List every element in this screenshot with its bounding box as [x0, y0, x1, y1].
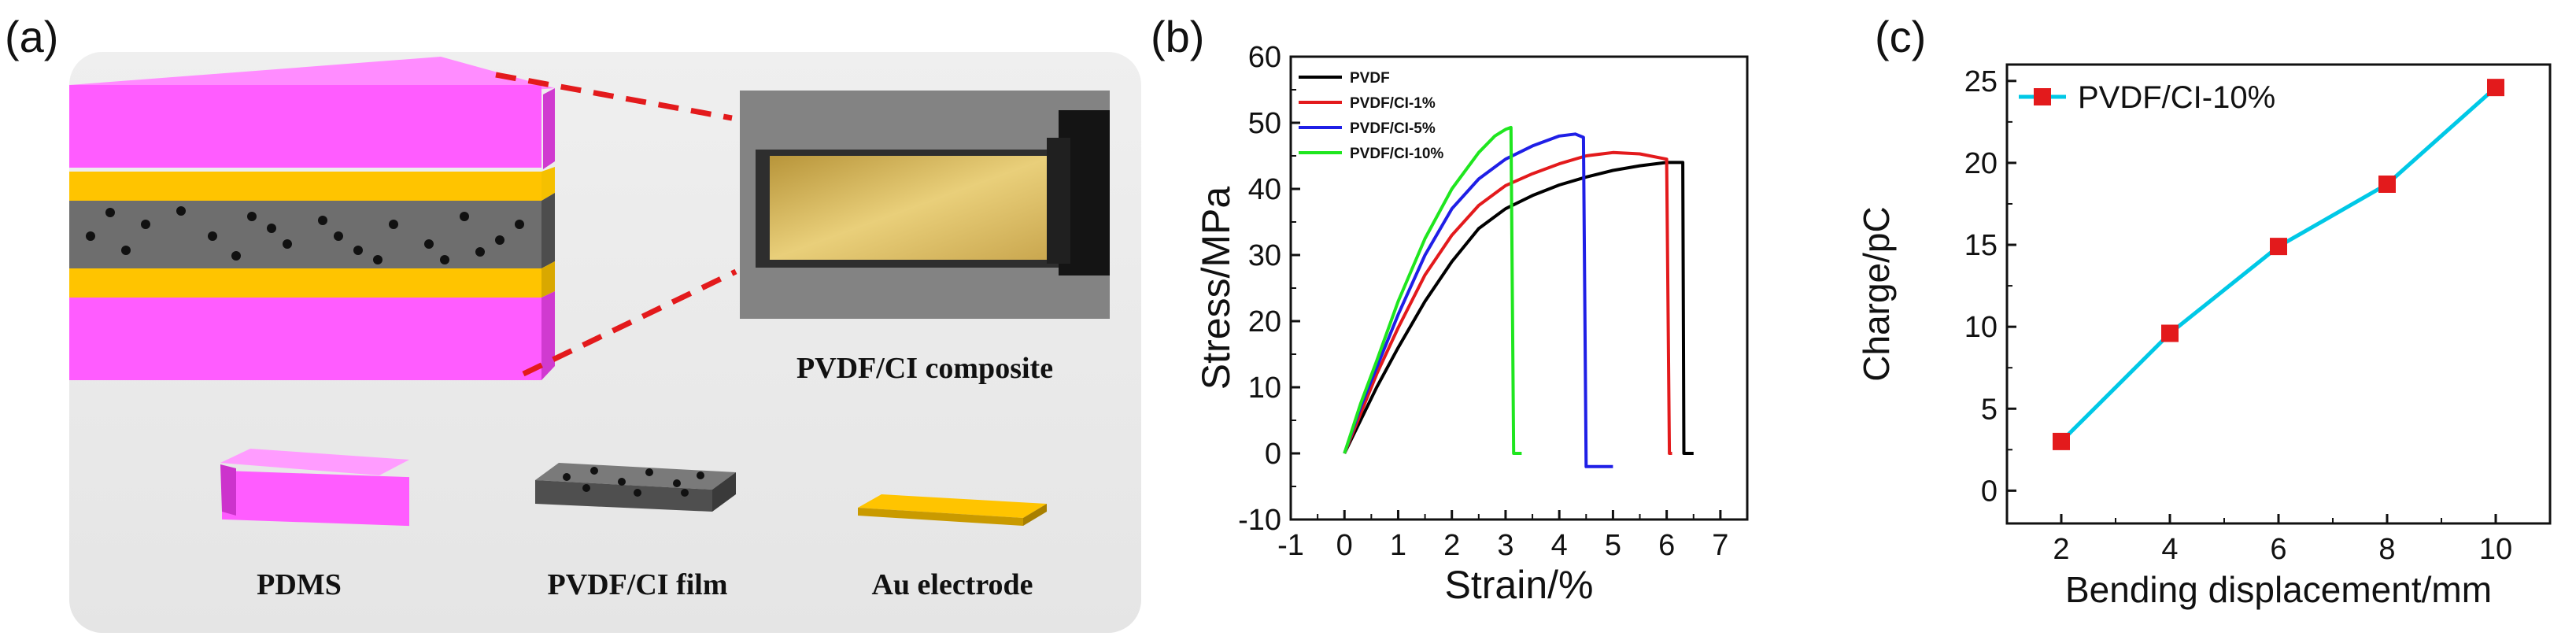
y-tick-label: 10 [1964, 311, 1998, 344]
x-tick-label: 8 [2378, 533, 2395, 566]
y-tick-label: 0 [1981, 475, 1998, 508]
x-tick-label: 1 [1390, 529, 1406, 562]
data-point [2161, 324, 2179, 342]
device-stack-illustration [69, 57, 555, 380]
y-tick-label: 50 [1248, 107, 1281, 140]
legend-label-au: Au electrode [871, 568, 1033, 601]
legend-entry-1: PVDF/CI-1% [1350, 95, 1436, 112]
x-tick-label: -1 [1277, 529, 1304, 562]
series-line-0 [1343, 161, 1694, 455]
x-tick-label: 7 [1712, 529, 1728, 562]
x-tick-label: 6 [2270, 533, 2286, 566]
legend-entry-0: PVDF/CI-10% [2078, 80, 2275, 115]
plot-frame [2005, 63, 2552, 525]
legend-marker-0 [2034, 88, 2051, 105]
y-tick-label: 30 [1248, 239, 1281, 272]
chart-charge-displacement: 2 4 6 8 10 0 5 10 15 20 25 Bending displacement/mm C… [1856, 63, 2552, 610]
x-tick-label: 2 [2053, 533, 2069, 566]
legend-entry-0: PVDF [1350, 70, 1390, 87]
y-tick-label: 40 [1248, 173, 1281, 206]
composite-photo [740, 91, 1110, 319]
y-tick-label: 20 [1248, 305, 1281, 338]
x-tick-label: 6 [1658, 529, 1675, 562]
data-point [2378, 175, 2396, 193]
panel-c-label: (c) [1875, 12, 1926, 61]
panel-b: (b) -1 0 1 2 3 4 5 6 7-100102030405060Strain/%St… [1151, 12, 1749, 607]
x-axis-label: Strain/% [1445, 563, 1594, 607]
x-axis-label: Bending displacement/mm [2065, 569, 2492, 610]
legend-item-film: PVDF/CI film [535, 463, 736, 601]
x-tick-label: 5 [1605, 529, 1621, 562]
data-point [2487, 79, 2504, 97]
y-tick-label: 15 [1964, 229, 1998, 262]
zoom-line-bottom [522, 268, 737, 377]
series-line-0 [2060, 86, 2497, 443]
y-tick-label: 0 [1265, 438, 1281, 471]
panel-a-label: (a) [5, 12, 58, 61]
panel-b-label: (b) [1151, 12, 1204, 61]
x-tick-label: 0 [1336, 529, 1353, 562]
series-line-1 [1343, 150, 1672, 455]
series-line-2 [1343, 132, 1613, 468]
chart-stress-strain: -1 0 1 2 3 4 5 6 7-100102030405060Strain/%Stress… [1194, 41, 1749, 607]
zoom-line-top [495, 72, 733, 121]
legend-item-pdms: PDMS [220, 449, 409, 601]
legend-label-film: PVDF/CI film [547, 568, 727, 601]
y-tick-label: -10 [1238, 504, 1281, 537]
y-tick-label: 20 [1964, 147, 1998, 180]
panel-c: (c) 2 4 6 8 10 0 5 10 15 20 25 Bending displacement… [1856, 12, 2552, 610]
y-tick-label: 5 [1981, 393, 1998, 426]
legend-entry-2: PVDF/CI-5% [1350, 120, 1436, 137]
data-point [2270, 238, 2287, 256]
panel-a: (a) [5, 12, 1141, 633]
legend-entry-3: PVDF/CI-10% [1350, 146, 1443, 162]
y-axis-label: Stress/MPa [1194, 187, 1238, 390]
data-point [2053, 432, 2070, 450]
legend-item-au: Au electrode [858, 494, 1047, 601]
x-tick-label: 10 [2479, 533, 2512, 566]
y-tick-label: 60 [1248, 41, 1281, 74]
x-tick-label: 4 [1551, 529, 1568, 562]
x-tick-label: 4 [2161, 533, 2178, 566]
series-line-3 [1343, 125, 1522, 455]
y-axis-label: Charge/pC [1856, 206, 1897, 381]
y-tick-label: 10 [1248, 372, 1281, 405]
x-tick-label: 3 [1497, 529, 1513, 562]
y-tick-label: 25 [1964, 65, 1998, 98]
legend-label-pdms: PDMS [257, 568, 342, 601]
photo-caption: PVDF/CI composite [796, 352, 1053, 385]
x-tick-label: 2 [1443, 529, 1460, 562]
